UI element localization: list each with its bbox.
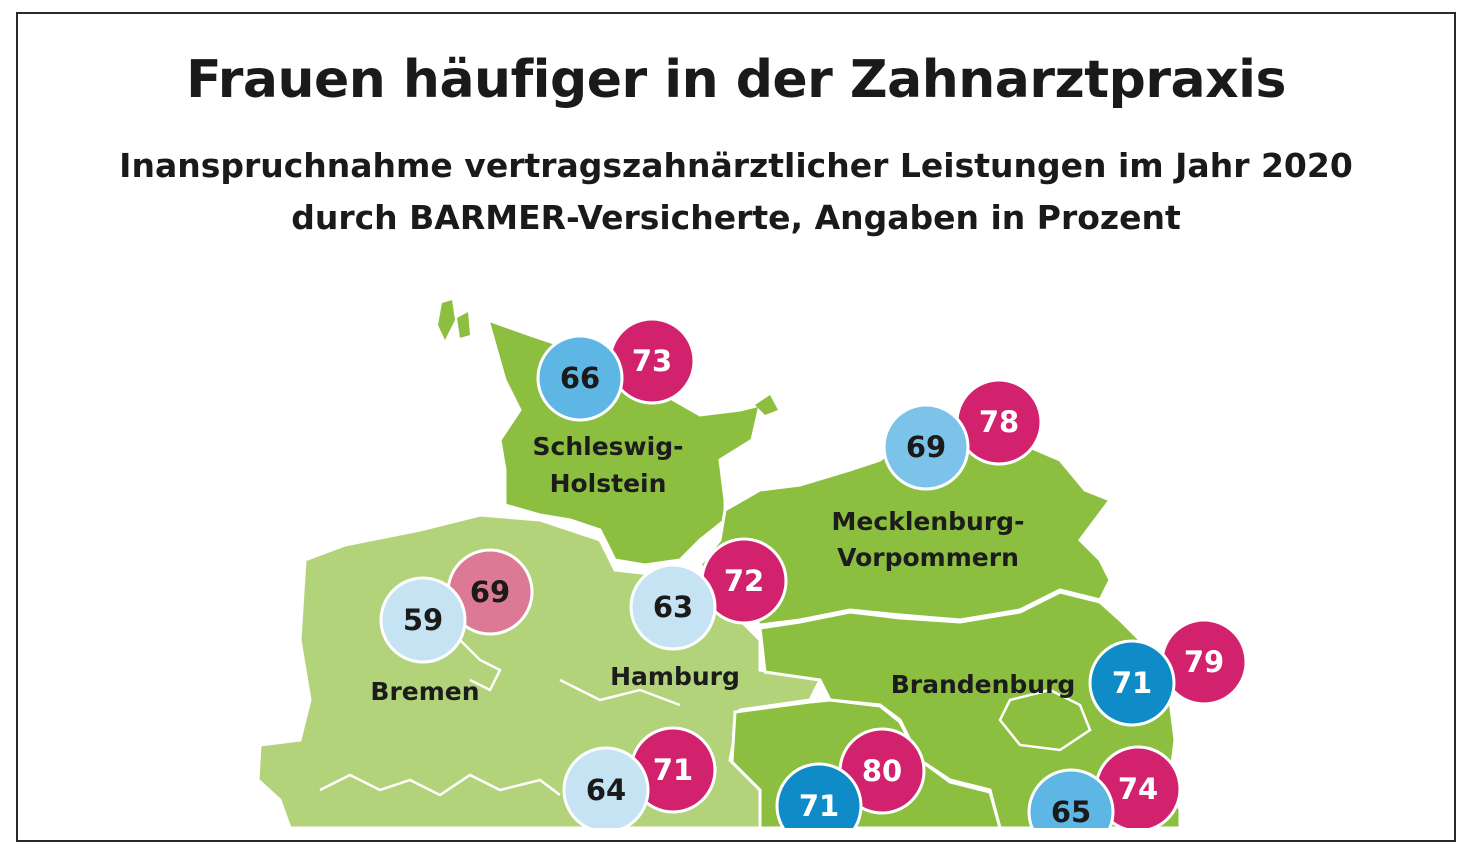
men-bubble: [536, 334, 624, 422]
island-shape: [438, 300, 455, 340]
page-title: Frauen häufiger in der Zahnarztpraxis: [186, 50, 1286, 110]
boundary-line: [459, 639, 502, 692]
women-value: 79: [1184, 645, 1224, 679]
men-bubble: [1088, 639, 1176, 727]
bubble-pair-niedersachsen: 71 64: [562, 726, 717, 828]
men-bubble: [562, 746, 650, 828]
women-value: 69: [470, 575, 510, 609]
bubble-pair-schleswig-holstein: 73 66: [536, 317, 696, 422]
women-value: 73: [632, 344, 672, 378]
bubble-pair-hamburg: 72 63: [629, 537, 788, 651]
men-value: 66: [560, 361, 600, 395]
bubble-pair-mecklenburg-vorpommern: 78 69: [882, 378, 1043, 491]
subtitle-line-2: durch BARMER-Versicherte, Angaben in Pro…: [291, 198, 1181, 237]
men-value: 71: [799, 789, 839, 823]
men-bubble: [1027, 768, 1115, 828]
men-bubble: [775, 762, 863, 828]
men-bubble: [379, 576, 467, 664]
bubble-pair-sachsen-anhalt: 80 71: [775, 727, 926, 828]
bubble-pair-bremen: 69 59: [379, 548, 534, 664]
men-bubble: [629, 563, 717, 651]
men-value: 63: [653, 590, 693, 624]
boundary-line: [319, 773, 561, 797]
label-bremen: Bremen: [370, 677, 479, 706]
label-schleswig-holstein-2: Holstein: [550, 469, 667, 498]
men-bubble: [882, 403, 970, 491]
label-mecklenburg-vorpommern-2: Vorpommern: [837, 543, 1019, 572]
women-value: 80: [862, 754, 902, 788]
women-value: 74: [1118, 772, 1158, 806]
men-value: 69: [906, 430, 946, 464]
subtitle-line-1: Inanspruchnahme vertragszahnärztlicher L…: [119, 146, 1353, 185]
label-hamburg: Hamburg: [610, 662, 740, 691]
bubble-pair-brandenburg: 79 71: [1088, 618, 1248, 727]
bubble-pair-berlin: 74 65: [1027, 745, 1182, 828]
label-mecklenburg-vorpommern-1: Mecklenburg-: [832, 507, 1025, 536]
boundary-line: [998, 688, 1092, 752]
women-value: 72: [724, 564, 764, 598]
island-shape: [457, 312, 470, 338]
boundary-line: [559, 678, 681, 707]
men-value: 64: [586, 773, 626, 807]
women-value: 78: [979, 405, 1019, 439]
men-value: 59: [403, 603, 443, 637]
label-brandenburg: Brandenburg: [891, 670, 1076, 699]
island-shape: [755, 395, 778, 415]
women-value: 71: [653, 753, 693, 787]
men-value: 65: [1051, 795, 1091, 828]
label-schleswig-holstein-1: Schleswig-: [533, 432, 684, 461]
men-value: 71: [1112, 666, 1152, 700]
